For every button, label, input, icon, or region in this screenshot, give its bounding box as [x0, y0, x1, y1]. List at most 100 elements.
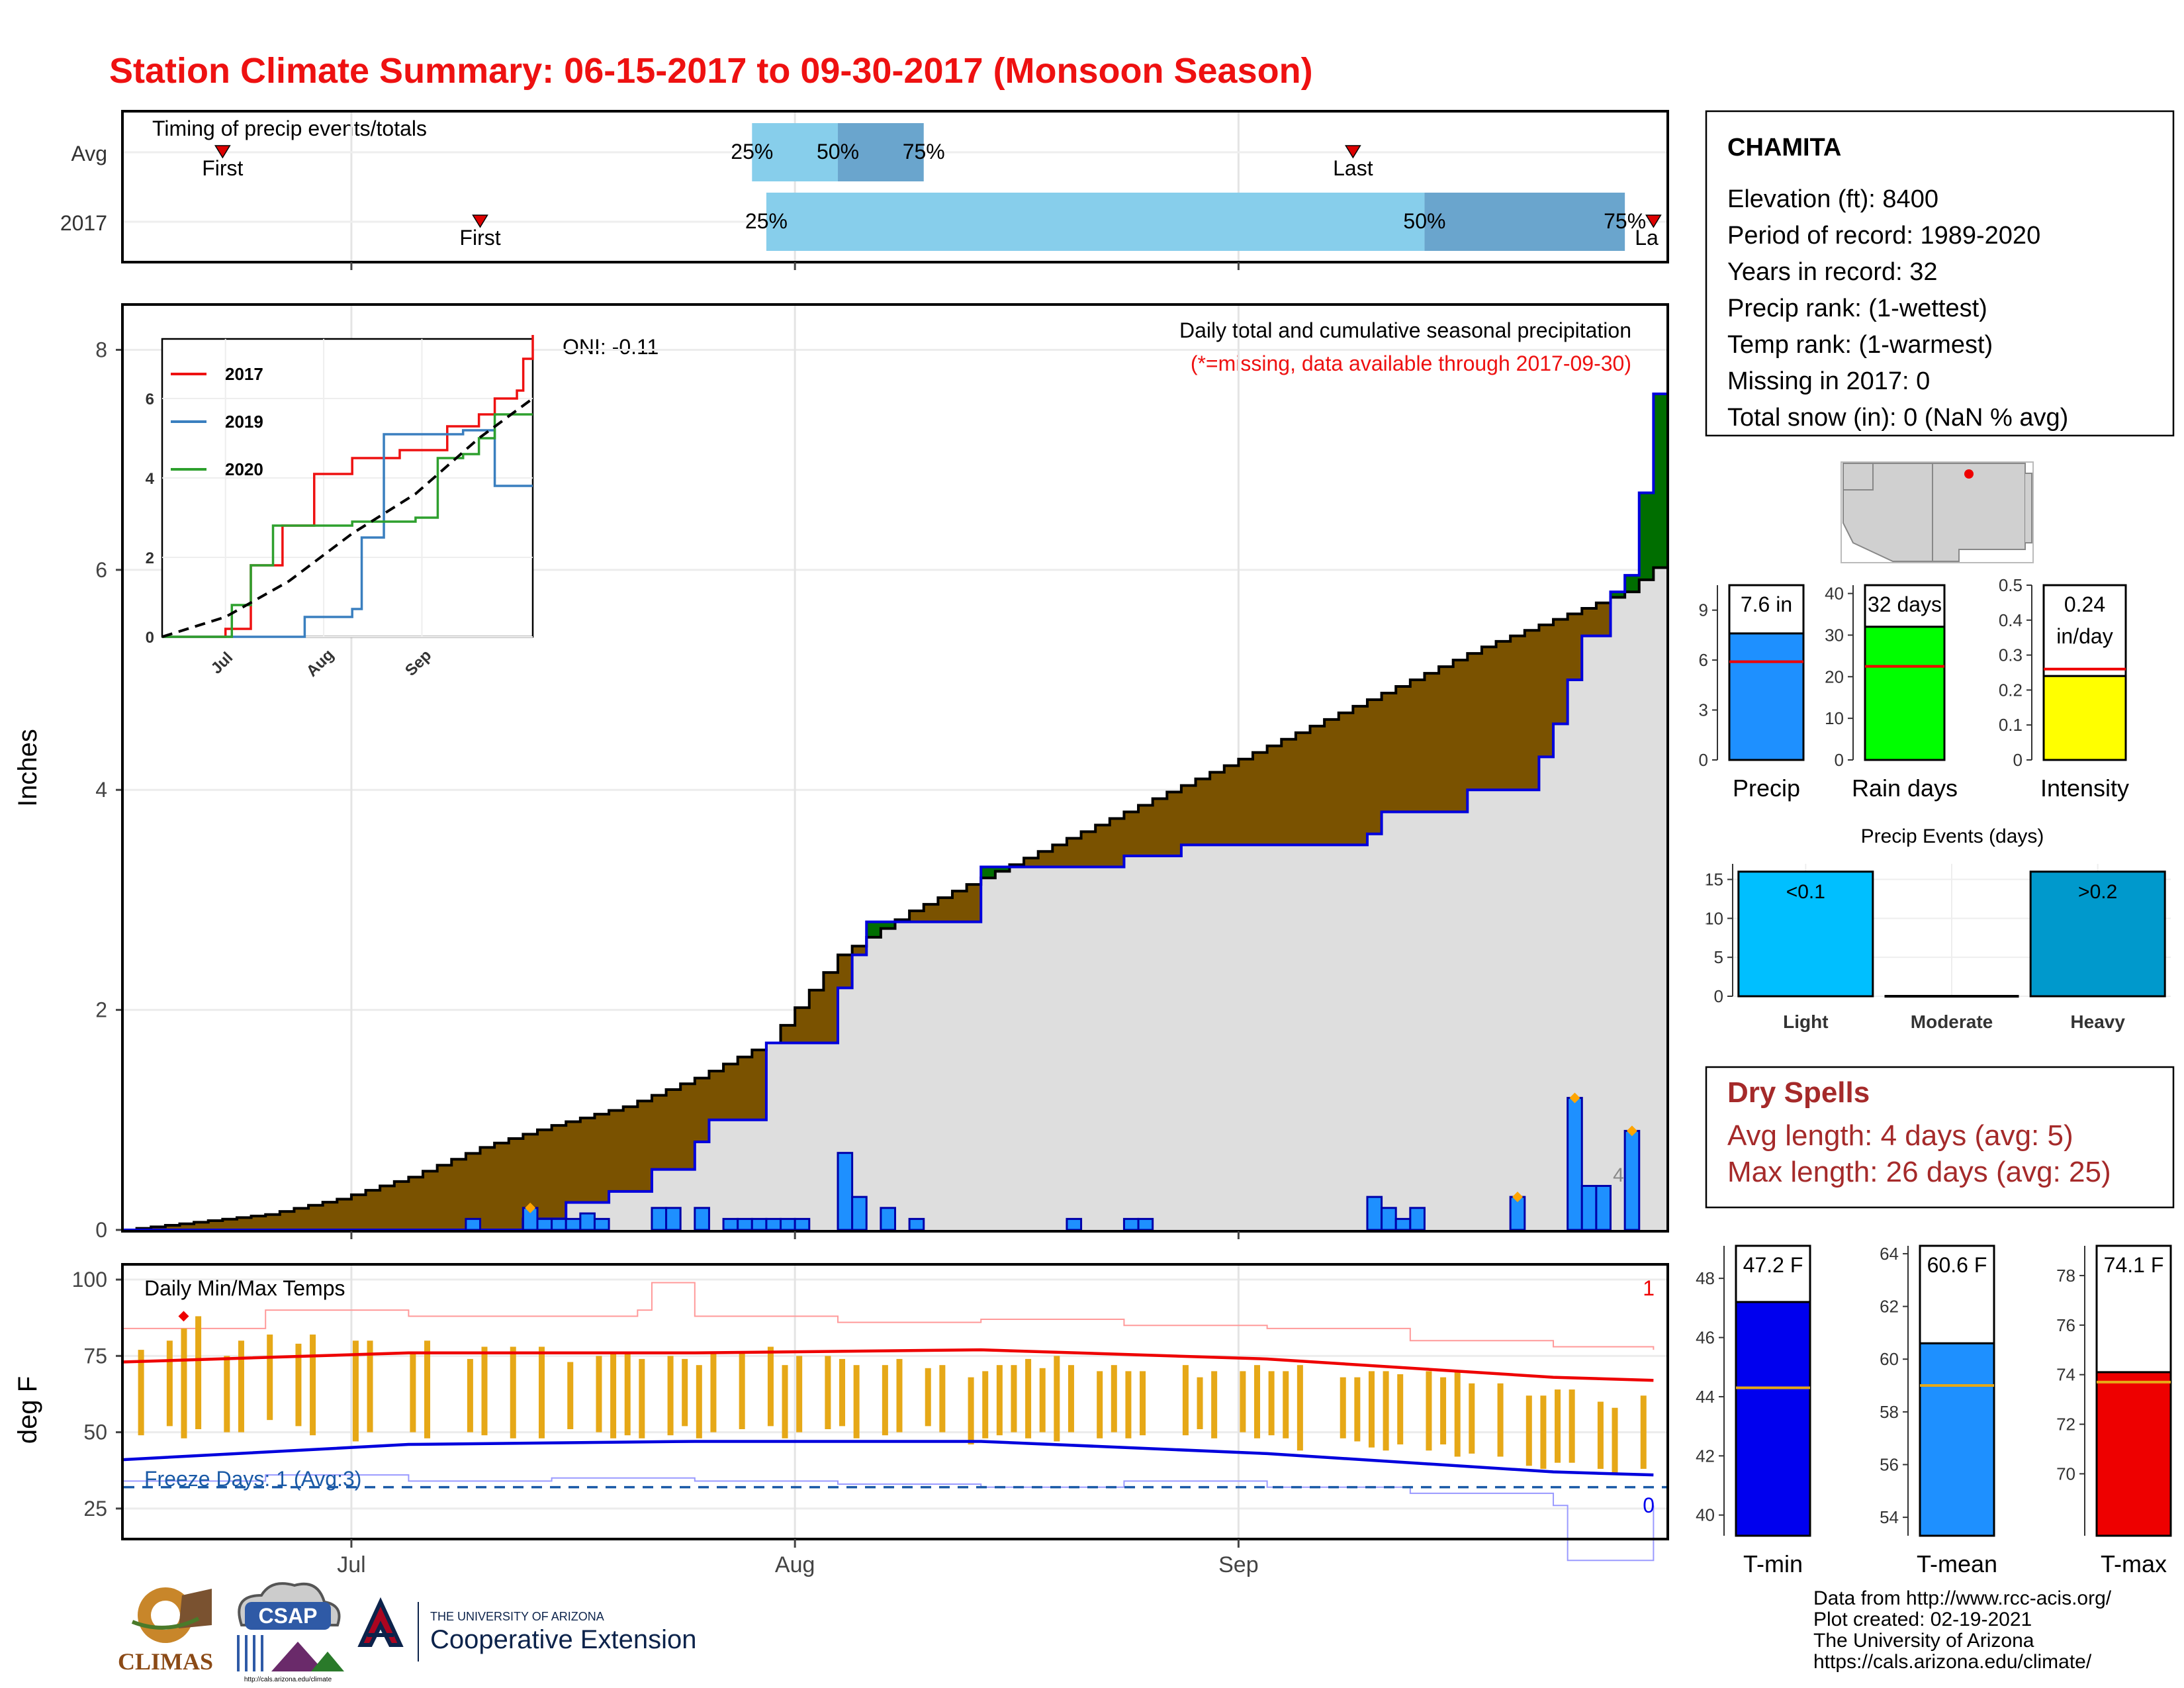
deficit-fill [236, 1217, 252, 1230]
inset-line-2020 [162, 413, 533, 638]
timing-label: Timing of precip events/totals [152, 117, 427, 140]
event-bar-heavy [2029, 870, 2166, 998]
daily-temp-range-bar [925, 1368, 931, 1427]
timing-first-label-2017: First [459, 226, 500, 250]
deficit-fill [1396, 686, 1411, 812]
timing-row-avg-label: Avg [71, 142, 107, 165]
ua-cooperative-extension: Cooperative Extension [430, 1625, 696, 1654]
daily-temp-range-bar [1368, 1371, 1375, 1448]
daily-precip-bar [565, 1217, 582, 1231]
daily-temp-range-bar [882, 1365, 888, 1436]
events-ytick-label: 15 [1704, 870, 1723, 890]
ytick-label: 0.1 [1999, 715, 2023, 735]
daily-temp-range-bar [295, 1343, 302, 1427]
daily-temp-range-bar [352, 1340, 359, 1442]
deficit-fill [165, 1225, 181, 1230]
temp-ytick-2: 75 [83, 1344, 107, 1368]
csap-logo: CSAP http://cals.arizona.edu/climate [237, 1582, 344, 1683]
daily-temp-range-bar [1640, 1395, 1647, 1469]
daily-precip-bar [551, 1217, 567, 1231]
daily-temp-range-bar [839, 1358, 846, 1427]
deficit-fill [1238, 759, 1253, 845]
ytick-label: 0.5 [1999, 575, 2023, 595]
timing-last-label-2017: La [1635, 226, 1659, 250]
daily-temp-range-bar [968, 1377, 974, 1445]
precip-frame [121, 303, 1669, 1233]
daily-temp-range-bar [224, 1356, 230, 1432]
timing-last-label-Avg: Last [1333, 156, 1373, 180]
inset-legend-label-2020: 2020 [225, 459, 263, 479]
temp-title: Daily Min/Max Temps [144, 1276, 345, 1300]
ua-small-text: THE UNIVERSITY OF ARIZONA [430, 1610, 604, 1623]
timing-last-marker-Avg [1345, 145, 1361, 159]
event-bar-light [1737, 870, 1874, 998]
ytick-label: 0.2 [1999, 680, 2023, 700]
precip-gray-fill [122, 567, 1668, 1230]
deficit-fill [966, 884, 981, 922]
deficit-fill [1195, 778, 1210, 845]
deficit-fill [594, 1114, 610, 1203]
ytick-label: 58 [1880, 1402, 1899, 1422]
intensity-summary-bar: 0 0.1 0.2 0.3 0.4 0.5 0.24 in/day Intensity [1999, 575, 2129, 802]
ua-logo: THE UNIVERSITY OF ARIZONA Cooperative Ex… [357, 1597, 696, 1662]
inset-ytick-2: 4 [146, 470, 155, 488]
category-label: T-min [1743, 1550, 1803, 1577]
precip-ytick-0: 0 [95, 1218, 107, 1242]
daily-temp-range-bar [1297, 1365, 1303, 1451]
surplus-fill [995, 867, 1011, 872]
deficit-fill [222, 1219, 238, 1230]
value-box [1864, 584, 1946, 628]
footer-line-plot-created: Plot created: 02-19-2021 [1813, 1609, 2032, 1630]
timing-row-2017-label: 2017 [60, 211, 107, 235]
daily-temp-range-bar [1254, 1365, 1261, 1438]
surplus-fill [1625, 575, 1640, 592]
daily-temp-range-bar [1068, 1365, 1074, 1432]
daily-temp-range-bar [1612, 1407, 1618, 1476]
daily-precip-bar [579, 1212, 596, 1231]
climas-wordmark: CLIMAS [118, 1648, 213, 1675]
deficit-fill [451, 1159, 467, 1230]
daily-temp-range-bar [1125, 1371, 1132, 1438]
deficit-fill [279, 1211, 295, 1230]
deficit-fill [609, 1110, 624, 1192]
daily-precip-bar [837, 1152, 854, 1231]
daily-temp-range-bar [181, 1328, 187, 1438]
daily-temp-range-bar [367, 1340, 373, 1432]
csap-url: http://cals.arizona.edu/climate [244, 1676, 332, 1683]
deficit-fill [852, 946, 867, 955]
ytick-label: 20 [1825, 667, 1844, 686]
daily-precip-bar [1381, 1207, 1397, 1231]
ytick-label: 44 [1696, 1387, 1715, 1407]
events-ytick-label: 5 [1714, 947, 1723, 967]
inset-ytick-0: 0 [146, 629, 154, 647]
timing-last-marker-2017 [1645, 214, 1662, 228]
daily-precip-bar [593, 1217, 610, 1231]
daily-precip-bar [1595, 1185, 1612, 1231]
deficit-fill [580, 1117, 596, 1203]
inset-frame [161, 338, 534, 638]
timing-p75-label-Avg: 75% [903, 140, 945, 164]
daily-temp-range-bar [1555, 1389, 1561, 1463]
category-label: T-mean [1917, 1550, 1997, 1577]
surplus-fill [1639, 492, 1654, 580]
record-low-count: 0 [1643, 1493, 1655, 1517]
daily-temp-range-bar [624, 1352, 631, 1436]
value-label: 7.6 in [1741, 592, 1792, 616]
deficit-fill [637, 1101, 653, 1192]
timing-p50-label-Avg: 50% [817, 140, 859, 164]
value-bar [2095, 1371, 2172, 1537]
ytick-label: 0.3 [1999, 645, 2023, 665]
value-label-unit: in/day [2056, 624, 2113, 648]
deficit-fill [1109, 818, 1125, 867]
daily-temp-range-bar [1025, 1358, 1032, 1438]
deficit-fill [651, 1095, 667, 1170]
inset-legend-label-2019: 2019 [225, 412, 263, 432]
station-location-marker [1964, 469, 1974, 479]
footer-credits: Data from http://www.rcc-acis.org/ Plot … [1813, 1587, 2112, 1673]
daily-temp-range-bar [1054, 1356, 1060, 1442]
value-box [2042, 584, 2127, 677]
station-line-precip-rank: Precip rank: (1-wettest) [1727, 295, 1987, 322]
surplus-fill [1610, 592, 1625, 598]
deficit-fill [1567, 614, 1582, 680]
timing-frame [121, 110, 1669, 263]
